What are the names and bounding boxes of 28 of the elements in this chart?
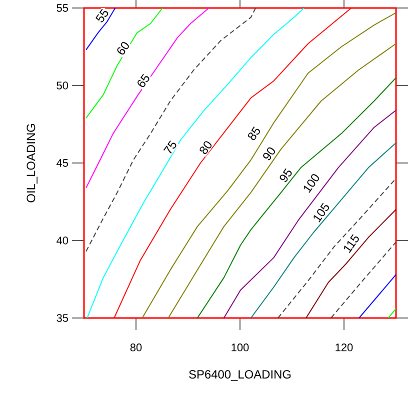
line-series: [196, 77, 396, 318]
y-tick-label: 45: [56, 159, 68, 167]
x-axis-title: SP6400_LOADING: [189, 370, 291, 381]
line-series: [86, 8, 304, 318]
x-tick-label: 100: [232, 344, 249, 352]
line-series: [223, 110, 396, 318]
annotation: 85: [248, 126, 260, 140]
annotation: 80: [200, 141, 212, 154]
annotation: 60: [117, 42, 129, 54]
x-tick-label: 80: [130, 344, 142, 352]
annotation: 90: [263, 147, 276, 160]
x-tick-label: 120: [336, 344, 353, 352]
y-tick-label: 40: [56, 236, 68, 244]
annotation: 75: [163, 140, 176, 154]
line-series: [250, 142, 396, 318]
line-series: [86, 8, 116, 50]
line-series: [86, 8, 164, 119]
annotation: 100: [304, 174, 320, 193]
y-tick-label: 35: [56, 314, 68, 322]
annotation: 95: [280, 168, 292, 182]
y-axis-title: OIL_LOADING: [26, 124, 38, 202]
y-tick-label: 55: [56, 4, 68, 12]
annotation: 105: [314, 202, 329, 222]
y-tick-label: 50: [56, 82, 68, 90]
annotation: 55: [96, 8, 108, 22]
line-series: [86, 8, 210, 188]
annotation: 65: [138, 74, 150, 88]
annotation: 115: [344, 234, 359, 253]
